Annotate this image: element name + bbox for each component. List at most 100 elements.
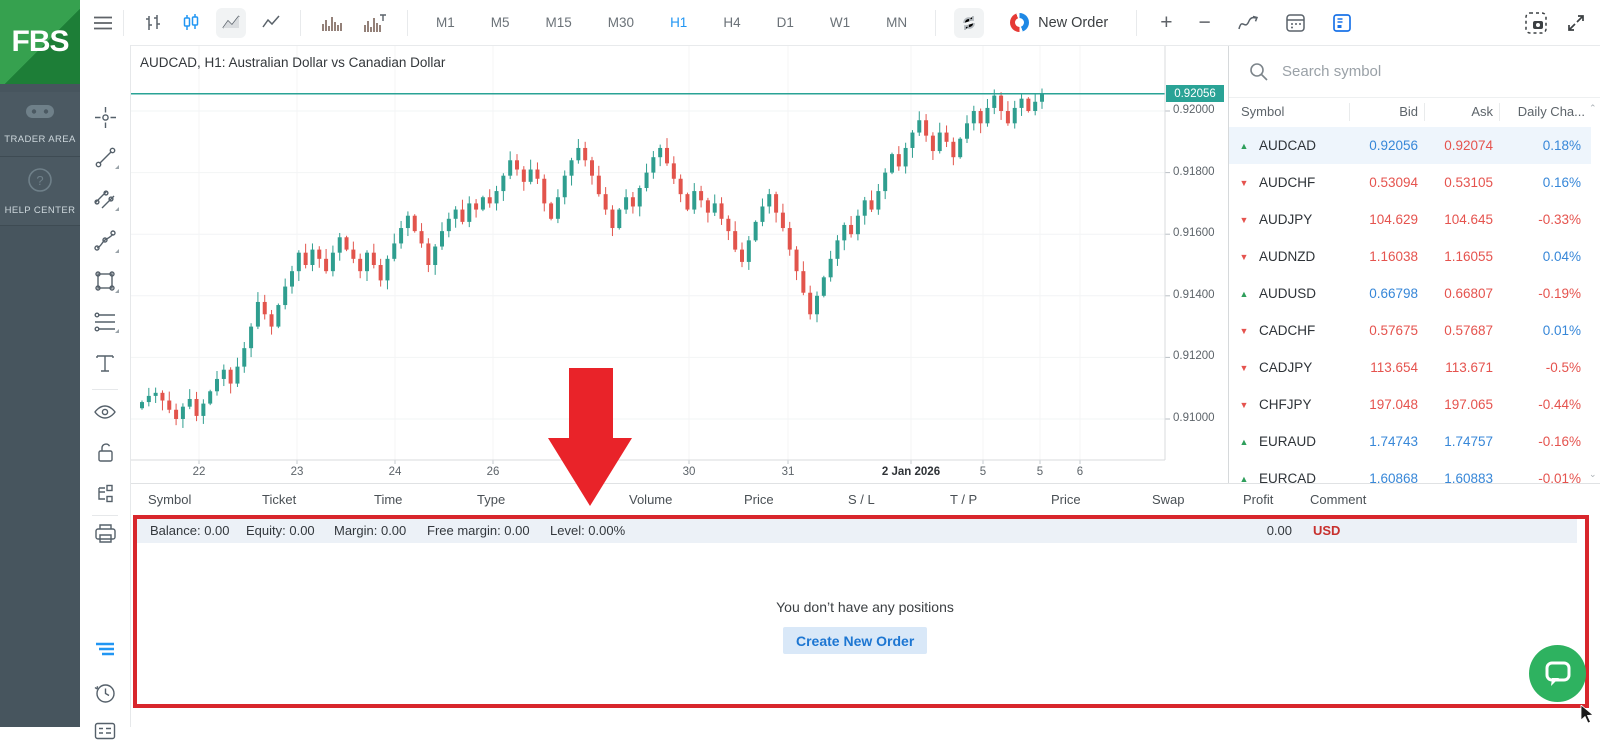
- screenshot-button[interactable]: [1524, 11, 1548, 35]
- hamburger-menu-button[interactable]: [93, 15, 113, 31]
- positions-column-type[interactable]: Type: [477, 492, 506, 507]
- positions-column-price-2[interactable]: Price: [1051, 492, 1081, 507]
- journal-tab-button[interactable]: [80, 722, 130, 740]
- positions-column-price[interactable]: Price: [744, 492, 774, 507]
- column-header-daily-change[interactable]: Daily Cha...: [1499, 103, 1591, 121]
- summary-item: Level: 0.00%: [550, 523, 626, 538]
- scroll-up-icon[interactable]: ⌃: [1589, 103, 1597, 113]
- bid-price: 0.66798: [1369, 286, 1418, 301]
- ask-price: 1.74757: [1444, 434, 1493, 449]
- x-axis-tick-label: 5: [979, 466, 987, 478]
- market-watch-row-eurcad[interactable]: ▲ EURCAD 1.60868 1.60883 -0.01%: [1229, 460, 1591, 483]
- chart-type-candles-button[interactable]: [181, 13, 201, 33]
- calendar-icon: [1286, 14, 1305, 32]
- create-new-order-button[interactable]: Create New Order: [783, 627, 928, 654]
- economic-calendar-button[interactable]: [1285, 12, 1306, 33]
- market-watch-row-chfjpy[interactable]: ▼ CHFJPY 197.048 197.065 -0.44%: [1229, 386, 1591, 423]
- new-order-button[interactable]: New Order: [1004, 12, 1114, 33]
- text-icon: [96, 355, 114, 372]
- zoom-in-button[interactable]: +: [1160, 11, 1173, 34]
- positions-column-comment[interactable]: Comment: [1310, 492, 1367, 507]
- timeframe-m1[interactable]: M1: [430, 14, 461, 31]
- trend-up-icon: ▲: [1239, 288, 1249, 299]
- tools-divider: [92, 515, 118, 516]
- chart-type-bars-button[interactable]: [143, 13, 163, 33]
- positions-column-swap[interactable]: Swap: [1152, 492, 1185, 507]
- trade-volumes-button[interactable]: [363, 13, 387, 33]
- zoom-out-button[interactable]: −: [1198, 11, 1211, 34]
- volume-histogram-t-icon: [364, 13, 386, 32]
- search-symbol-input[interactable]: [1280, 61, 1534, 81]
- summary-item: Free margin: 0.00: [427, 523, 530, 538]
- trend-up-icon: ▲: [1239, 436, 1249, 447]
- indicators-button[interactable]: [1237, 13, 1259, 33]
- fbs-logo[interactable]: FBS: [0, 0, 80, 84]
- trade-tab-button[interactable]: [80, 641, 130, 659]
- timeframe-m5[interactable]: M5: [485, 14, 516, 31]
- object-list-tool[interactable]: [80, 483, 130, 505]
- indicator-squiggle-icon: [1238, 15, 1258, 29]
- market-watch-row-audjpy[interactable]: ▼ AUDJPY 104.629 104.645 -0.33%: [1229, 201, 1591, 238]
- chart-area[interactable]: AUDCAD, H1: Australian Dollar vs Canadia…: [130, 45, 1228, 483]
- symbol-name: AUDCAD: [1259, 138, 1317, 153]
- text-tool[interactable]: [80, 352, 130, 374]
- market-watch-row-audnzd[interactable]: ▼ AUDNZD 1.16038 1.16055 0.04%: [1229, 238, 1591, 275]
- positions-column-tp[interactable]: T / P: [950, 492, 978, 507]
- positions-column-time[interactable]: Time: [374, 492, 403, 507]
- timeframe-h4[interactable]: H4: [717, 14, 746, 31]
- candlestick-chart[interactable]: [130, 45, 1228, 483]
- tick-volumes-button[interactable]: [321, 14, 343, 32]
- sidebar-item-label: TRADER AREA: [4, 134, 76, 145]
- column-header-symbol[interactable]: Symbol: [1241, 104, 1285, 119]
- unlock-objects-tool[interactable]: [80, 442, 130, 464]
- positions-column-profit[interactable]: Profit: [1243, 492, 1274, 507]
- print-tool[interactable]: [80, 523, 130, 544]
- trendline-tool[interactable]: [80, 146, 130, 169]
- sidebar-item-help-center[interactable]: ? HELP CENTER: [0, 157, 80, 226]
- mouse-cursor: [1580, 705, 1594, 724]
- crosshair-tool[interactable]: [80, 106, 130, 129]
- market-watch-row-audchf[interactable]: ▼ AUDCHF 0.53094 0.53105 0.16%: [1229, 164, 1591, 201]
- timeframe-m15[interactable]: M15: [540, 14, 578, 31]
- toolbar-separator: [1136, 9, 1138, 36]
- scroll-down-icon[interactable]: ⌄: [1589, 469, 1597, 479]
- shapes-tool[interactable]: [80, 269, 130, 293]
- market-watch-row-euraud[interactable]: ▲ EURAUD 1.74743 1.74757 -0.16%: [1229, 423, 1591, 460]
- fibonacci-tool[interactable]: [80, 311, 130, 333]
- positions-column-volume[interactable]: Volume: [629, 492, 673, 507]
- market-watch-row-audusd[interactable]: ▲ AUDUSD 0.66798 0.66807 -0.19%: [1229, 275, 1591, 312]
- timeframe-d1[interactable]: D1: [771, 14, 800, 31]
- x-axis-tick-label: 23: [290, 466, 304, 478]
- chart-type-area-button[interactable]: [216, 7, 246, 38]
- market-watch-row-audcad[interactable]: ▲ AUDCAD 0.92056 0.92074 0.18%: [1229, 127, 1591, 164]
- positions-column-symbol[interactable]: Symbol: [148, 492, 192, 507]
- show-objects-tool[interactable]: [80, 402, 130, 422]
- symbol-search-box[interactable]: [1229, 45, 1600, 98]
- polyline-tool[interactable]: [80, 229, 130, 253]
- timeframe-m30[interactable]: M30: [602, 14, 640, 31]
- sidebar-item-trader-area[interactable]: TRADER AREA: [0, 92, 80, 157]
- live-chat-button[interactable]: [1529, 645, 1586, 702]
- chart-type-line-button[interactable]: [261, 13, 281, 33]
- timeframe-h1[interactable]: H1: [664, 14, 693, 31]
- channel-tool[interactable]: [80, 187, 130, 211]
- market-watch-row-cadjpy[interactable]: ▼ CADJPY 113.654 113.671 -0.5%: [1229, 349, 1591, 386]
- column-header-ask[interactable]: Ask: [1424, 103, 1499, 121]
- trendline-icon: [95, 147, 115, 168]
- positions-column-sl[interactable]: S / L: [848, 492, 875, 507]
- summary-profit: 0.00: [1266, 523, 1292, 538]
- timeframe-w1[interactable]: W1: [824, 14, 856, 31]
- timeframe-mn[interactable]: MN: [880, 14, 913, 31]
- positions-column-ticket[interactable]: Ticket: [262, 492, 297, 507]
- market-watch-row-cadchf[interactable]: ▼ CADCHF 0.57675 0.57687 0.01%: [1229, 312, 1591, 349]
- fullscreen-button[interactable]: [1566, 13, 1586, 33]
- history-tab-button[interactable]: [80, 682, 130, 704]
- gamepad-icon: [26, 105, 54, 118]
- x-axis-tick-label: 22: [192, 466, 206, 478]
- symbol-name: AUDUSD: [1259, 286, 1317, 301]
- column-header-bid[interactable]: Bid: [1349, 103, 1424, 121]
- algo-trading-button-disabled[interactable]: [954, 7, 985, 38]
- bid-price: 1.74743: [1369, 434, 1418, 449]
- daily-change: -0.19%: [1538, 286, 1581, 301]
- market-watch-toggle-button[interactable]: [1332, 13, 1352, 33]
